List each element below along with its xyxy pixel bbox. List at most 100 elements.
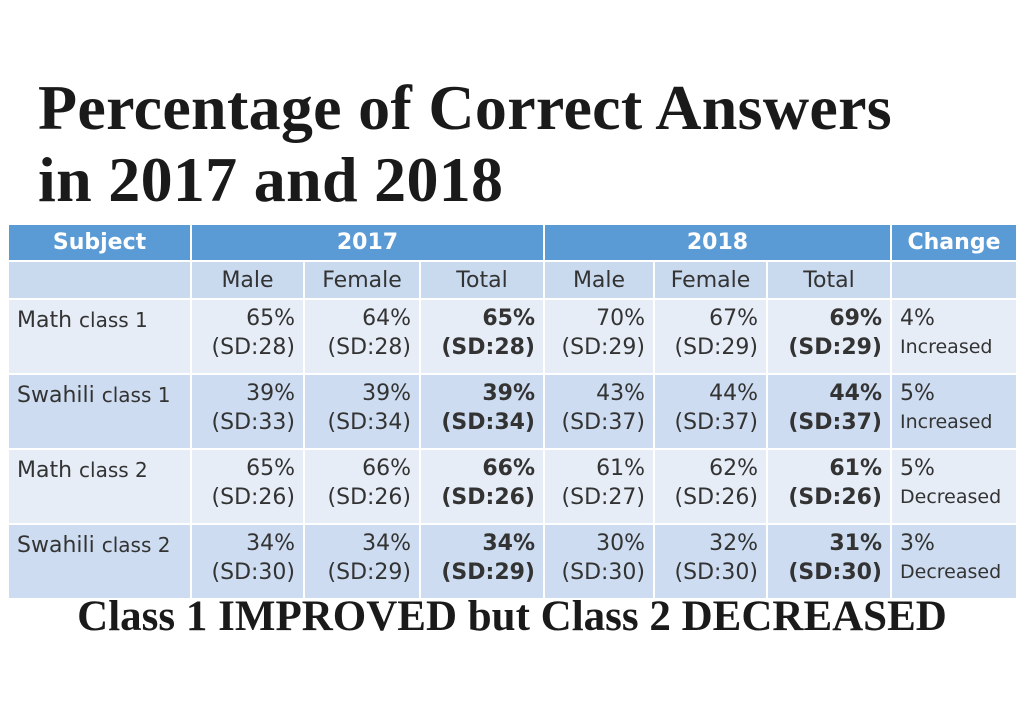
y2017-female-value: 64% [362, 306, 411, 331]
y2018-female-cell: 62% (SD:26) [653, 448, 768, 525]
page-title: Percentage of Correct Answers in 2017 an… [38, 72, 998, 216]
table-row: Math class 2 65% (SD:26) 66% (SD:26) 66% (SD:2… [7, 448, 1018, 525]
table-subheader-row: Male Female Total Male Female Total [7, 260, 1018, 300]
y2017-male-cell: 65% (SD:28) [190, 298, 305, 375]
y2018-female-sd: (SD:37) [674, 410, 758, 435]
table-row: Swahili class 2 34% (SD:30) 34% (SD:29) 34% (S… [7, 523, 1018, 600]
y2017-female-sd: (SD:34) [327, 410, 411, 435]
y2017-male-value: 34% [246, 531, 295, 556]
y2018-male-value: 30% [596, 531, 645, 556]
change-value: 4% [900, 306, 935, 331]
y2018-female-sd: (SD:29) [674, 335, 758, 360]
subject-name: Swahili [17, 533, 95, 558]
y2018-male-cell: 30% (SD:30) [543, 523, 655, 600]
y2018-female-cell: 32% (SD:30) [653, 523, 768, 600]
y2018-total-sd: (SD:26) [788, 485, 882, 510]
y2017-male-cell: 34% (SD:30) [190, 523, 305, 600]
change-value: 5% [900, 456, 935, 481]
y2017-total-value: 39% [482, 381, 535, 406]
subheader-male-2018: Male [543, 260, 655, 300]
y2017-male-sd: (SD:30) [211, 560, 295, 585]
y2017-female-cell: 34% (SD:29) [303, 523, 421, 600]
y2018-total-value: 31% [829, 531, 882, 556]
change-cell: 3% Decreased [890, 523, 1018, 600]
change-label: Increased [900, 411, 993, 433]
subheader-female-2017: Female [303, 260, 421, 300]
subject-cell: Swahili class 2 [7, 523, 192, 600]
change-label: Increased [900, 336, 993, 358]
y2017-total-value: 34% [482, 531, 535, 556]
change-value: 3% [900, 531, 935, 556]
y2017-male-cell: 65% (SD:26) [190, 448, 305, 525]
y2017-female-cell: 64% (SD:28) [303, 298, 421, 375]
y2018-total-cell: 44% (SD:37) [766, 373, 892, 450]
y2017-male-value: 65% [246, 456, 295, 481]
header-subject: Subject [7, 223, 192, 262]
y2018-female-cell: 44% (SD:37) [653, 373, 768, 450]
y2018-female-value: 62% [709, 456, 758, 481]
subject-cell: Swahili class 1 [7, 373, 192, 450]
table-header-row: Subject 2017 2018 Change [7, 223, 1018, 262]
header-year-2018: 2018 [543, 223, 892, 262]
y2018-total-cell: 31% (SD:30) [766, 523, 892, 600]
change-cell: 5% Increased [890, 373, 1018, 450]
y2018-total-sd: (SD:30) [788, 560, 882, 585]
subject-cell: Math class 1 [7, 298, 192, 375]
y2018-female-sd: (SD:30) [674, 560, 758, 585]
y2017-male-value: 39% [246, 381, 295, 406]
title-line-1: Percentage of Correct Answers [38, 72, 893, 143]
y2018-male-sd: (SD:29) [561, 335, 645, 360]
subheader-total-2018: Total [766, 260, 892, 300]
subject-cell: Math class 2 [7, 448, 192, 525]
y2017-total-sd: (SD:26) [441, 485, 535, 510]
y2018-total-sd: (SD:29) [788, 335, 882, 360]
change-cell: 5% Decreased [890, 448, 1018, 525]
y2018-female-value: 67% [709, 306, 758, 331]
y2018-male-cell: 70% (SD:29) [543, 298, 655, 375]
y2017-male-sd: (SD:33) [211, 410, 295, 435]
subject-class: class 2 [79, 458, 148, 482]
y2018-female-cell: 67% (SD:29) [653, 298, 768, 375]
y2017-male-cell: 39% (SD:33) [190, 373, 305, 450]
y2018-female-value: 44% [709, 381, 758, 406]
y2017-total-sd: (SD:28) [441, 335, 535, 360]
subject-class: class 1 [79, 308, 148, 332]
y2017-female-value: 66% [362, 456, 411, 481]
subject-name: Swahili [17, 383, 95, 408]
y2017-female-sd: (SD:26) [327, 485, 411, 510]
y2017-female-sd: (SD:28) [327, 335, 411, 360]
y2018-total-value: 61% [829, 456, 882, 481]
y2017-total-value: 66% [482, 456, 535, 481]
y2018-male-sd: (SD:37) [561, 410, 645, 435]
y2018-male-value: 43% [596, 381, 645, 406]
y2017-total-cell: 39% (SD:34) [419, 373, 545, 450]
y2018-male-sd: (SD:27) [561, 485, 645, 510]
header-change: Change [890, 223, 1018, 262]
table-row: Swahili class 1 39% (SD:33) 39% (SD:34) 39% (S… [7, 373, 1018, 450]
y2017-female-cell: 66% (SD:26) [303, 448, 421, 525]
y2018-female-sd: (SD:26) [674, 485, 758, 510]
y2017-male-sd: (SD:26) [211, 485, 295, 510]
subject-name: Math [17, 458, 73, 483]
subheader-male-2017: Male [190, 260, 305, 300]
change-cell: 4% Increased [890, 298, 1018, 375]
y2017-total-cell: 65% (SD:28) [419, 298, 545, 375]
y2018-total-sd: (SD:37) [788, 410, 882, 435]
y2018-male-cell: 61% (SD:27) [543, 448, 655, 525]
y2017-total-sd: (SD:34) [441, 410, 535, 435]
y2017-female-value: 34% [362, 531, 411, 556]
y2018-total-cell: 61% (SD:26) [766, 448, 892, 525]
y2017-total-value: 65% [482, 306, 535, 331]
change-label: Decreased [900, 486, 1002, 508]
y2017-female-value: 39% [362, 381, 411, 406]
y2017-female-sd: (SD:29) [327, 560, 411, 585]
table-row: Math class 1 65% (SD:28) 64% (SD:28) 65% (SD:2… [7, 298, 1018, 375]
y2017-female-cell: 39% (SD:34) [303, 373, 421, 450]
change-value: 5% [900, 381, 935, 406]
header-year-2017: 2017 [190, 223, 545, 262]
subject-class: class 1 [101, 383, 171, 407]
y2018-male-sd: (SD:30) [561, 560, 645, 585]
change-label: Decreased [900, 561, 1002, 583]
y2018-male-cell: 43% (SD:37) [543, 373, 655, 450]
y2018-male-value: 70% [596, 306, 645, 331]
